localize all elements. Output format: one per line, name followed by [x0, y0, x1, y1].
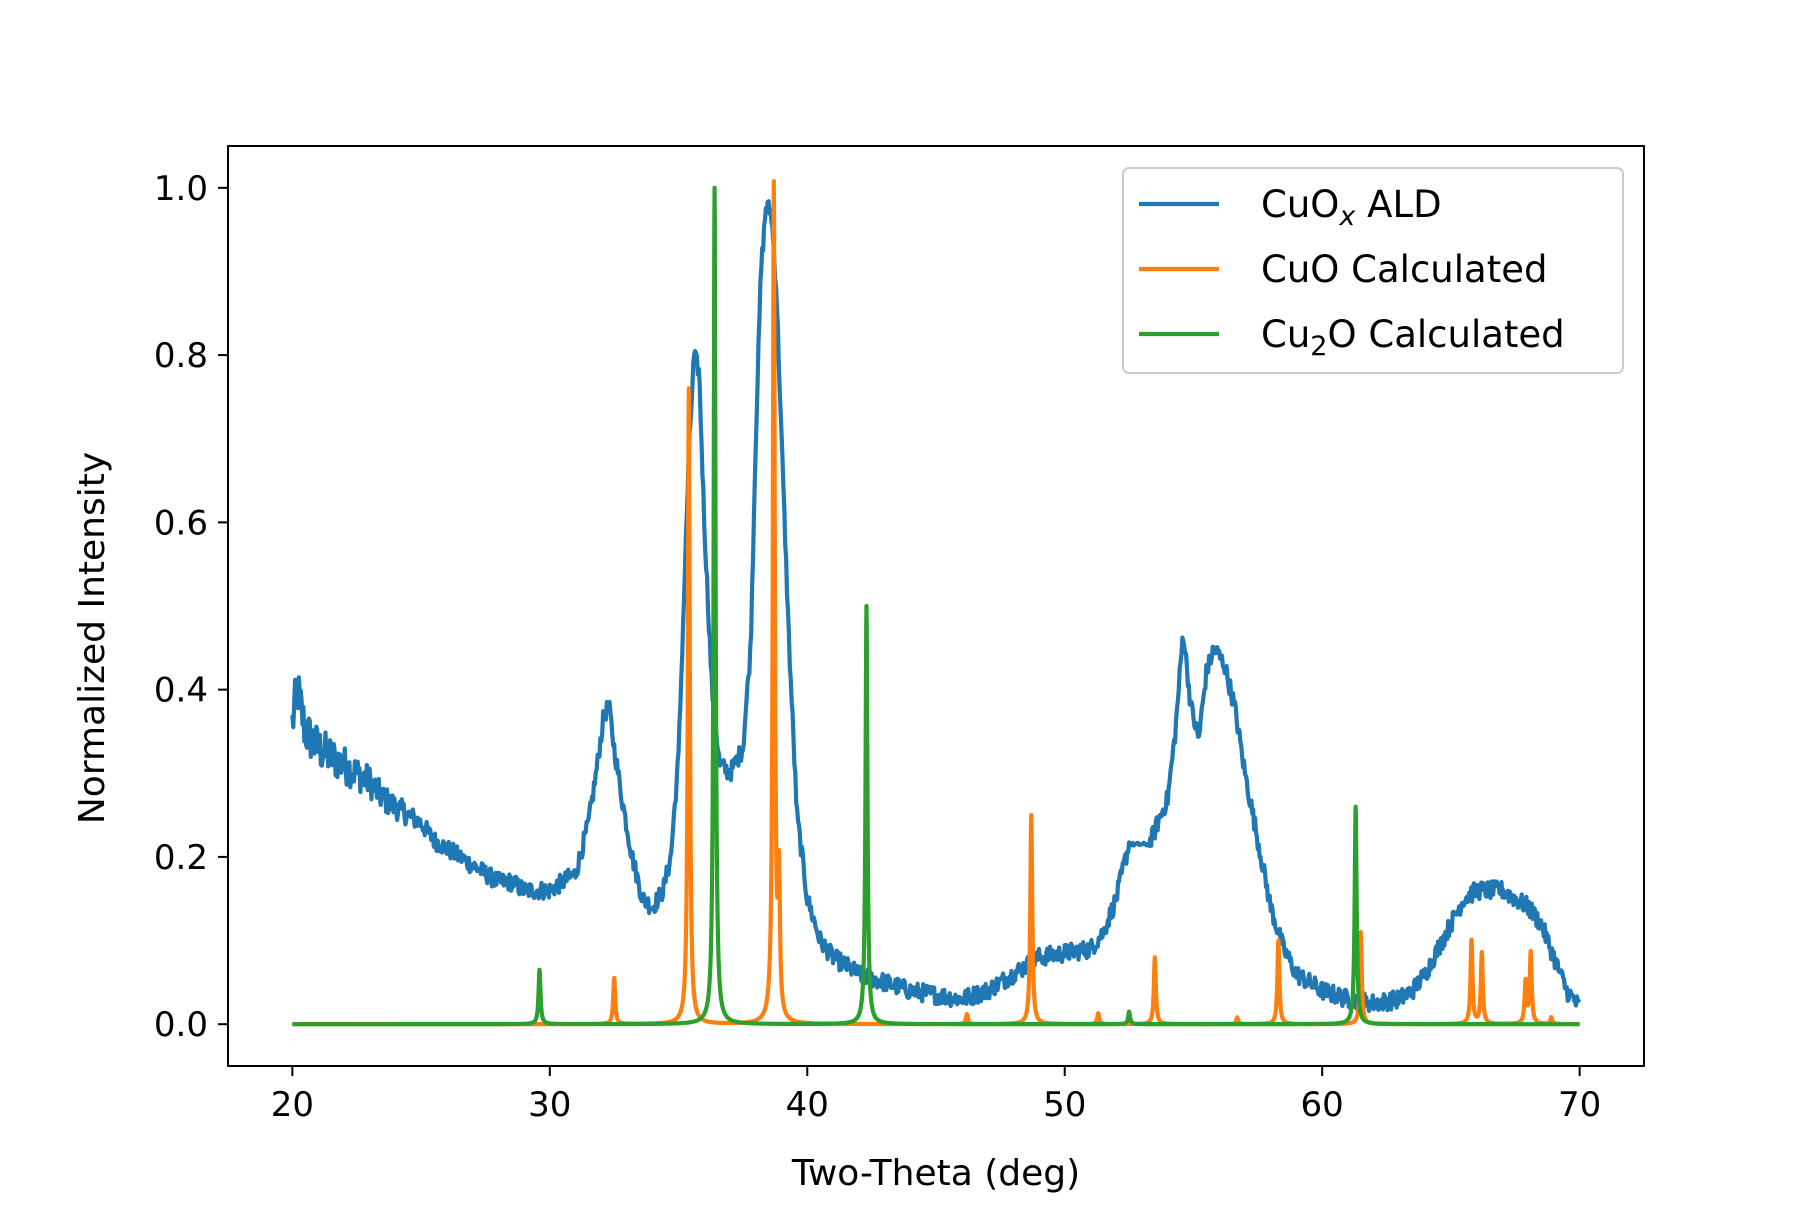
x-tick-label: 20 — [271, 1085, 314, 1125]
ticks-layer: 20 30 40 50 60 70 0.0 0.2 0.4 0.6 0.8 1.0 — [154, 169, 1601, 1125]
series-line-0 — [290, 199, 1582, 1013]
y-tick-label: 1.0 — [154, 169, 208, 209]
plot-frame — [227, 145, 1645, 1067]
legend-entry: CuOx ALD — [1261, 183, 1442, 232]
legend: CuOx ALD CuO Calculated Cu2O Calculated — [1122, 167, 1624, 374]
series-line-2 — [290, 185, 1582, 1027]
x-tick-label: 40 — [786, 1085, 829, 1125]
legend-entry: Cu2O Calculated — [1261, 313, 1565, 362]
y-tick-label: 0.0 — [154, 1005, 208, 1045]
x-axis-label: Two-Theta (deg) — [791, 1153, 1080, 1194]
y-tick-label: 0.4 — [154, 671, 208, 711]
x-tick-label: 70 — [1558, 1085, 1601, 1125]
y-tick-label: 0.6 — [154, 503, 208, 543]
x-tick-label: 60 — [1301, 1085, 1344, 1125]
x-tick-label: 30 — [528, 1085, 571, 1125]
legend-entry: CuO Calculated — [1261, 248, 1547, 291]
y-tick-label: 0.8 — [154, 336, 208, 376]
y-tick-label: 0.2 — [154, 838, 208, 878]
series-layer — [290, 179, 1582, 1027]
x-tick-label: 50 — [1043, 1085, 1086, 1125]
legend-box — [1122, 167, 1624, 374]
y-axis-label: Normalized Intensity — [72, 452, 113, 824]
